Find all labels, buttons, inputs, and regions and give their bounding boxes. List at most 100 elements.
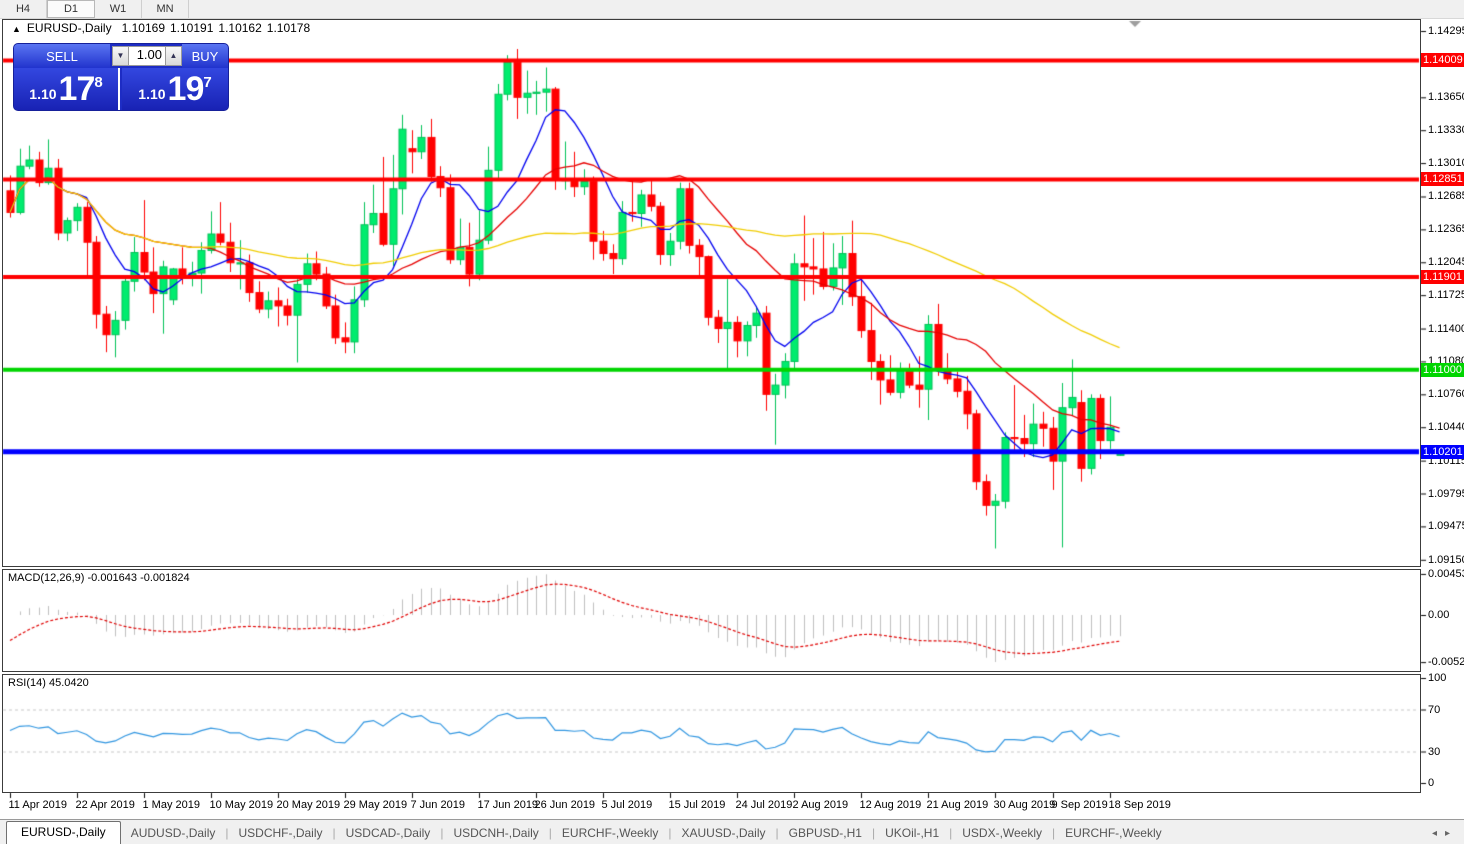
chart-tab-usdcad-daily[interactable]: USDCAD-,Daily	[345, 826, 431, 840]
date-label: 7 Jun 2019	[410, 799, 465, 811]
tab-separator: |	[949, 826, 953, 840]
buy-price-pips: 19	[167, 69, 205, 108]
one-click-trading-panel: SELL ▼ 1.00 ▲ BUY 1.10 17 8 1.10 19 7	[14, 44, 228, 110]
date-label: 18 Sep 2019	[1108, 799, 1171, 811]
price-tick-label: 1.12365	[1428, 223, 1464, 236]
date-label: 10 May 2019	[209, 799, 274, 811]
chart-tab-gbpusd-h1[interactable]: GBPUSD-,H1	[788, 826, 862, 840]
price-line-badge: 1.10201	[1421, 444, 1464, 459]
chart-tab-eurusd-daily[interactable]: EURUSD-,Daily	[6, 821, 121, 844]
chart-tab-strip: EURUSD-,Daily AUDUSD-,Daily | USDCHF-,Daily…	[0, 819, 1464, 844]
price-line-badge: 1.14009	[1421, 53, 1464, 68]
chart-tab-xauusd-daily[interactable]: XAUUSD-,Daily	[681, 826, 766, 840]
tab-scroll-right-icon: ▸	[1444, 828, 1458, 839]
low-value: 1.10162	[218, 21, 262, 35]
date-label: 15 Jul 2019	[668, 799, 726, 811]
date-label: 1 May 2019	[142, 799, 200, 811]
tab-scroll-arrows[interactable]: ◂▸	[1432, 828, 1458, 839]
lot-decrease-button[interactable]: ▼	[112, 46, 129, 66]
date-label: 24 Jul 2019	[735, 799, 793, 811]
rsi-tick-label: 100	[1428, 672, 1447, 684]
price-tick-label: 1.14295	[1428, 25, 1464, 38]
chart-tab-ukoil-h1[interactable]: UKOil-,H1	[885, 826, 940, 840]
timeframe-button-mn[interactable]: MN	[142, 0, 189, 18]
price-tick-label: 1.12685	[1428, 190, 1464, 203]
lot-increase-button[interactable]: ▲	[165, 46, 182, 66]
price-tick-label: 1.09150	[1428, 553, 1464, 566]
macd-pane[interactable]	[2, 569, 1421, 672]
sell-price-pips: 17	[58, 69, 96, 108]
price-tick-label: 1.13330	[1428, 124, 1464, 137]
symbol-period-label: EURUSD-,Daily	[26, 21, 112, 35]
timeframe-button-h4[interactable]: H4	[0, 0, 47, 18]
timeframe-button-w1[interactable]: W1	[95, 0, 142, 18]
sell-price-point: 8	[94, 73, 103, 91]
chart-tab-usdx-weekly[interactable]: USDX-,Weekly	[962, 826, 1043, 840]
tab-separator: |	[775, 826, 779, 840]
timeframe-button-d1[interactable]: D1	[47, 0, 95, 18]
buy-price-point: 7	[203, 73, 212, 91]
rsi-tick-label: 70	[1428, 703, 1441, 716]
chart-area[interactable]: ▲ EURUSD-,Daily 1.10169 1.10191 1.10162 1.101…	[0, 18, 1464, 819]
price-tick-label: 1.09795	[1428, 487, 1464, 500]
tab-separator: |	[440, 826, 444, 840]
price-tick-label: 1.12045	[1428, 256, 1464, 269]
price-tick-label: 1.13010	[1428, 157, 1464, 170]
tab-scroll-left-icon: ◂	[1431, 828, 1445, 839]
macd-tick-label: -0.005205	[1428, 656, 1464, 669]
buy-price-base: 1.10	[138, 86, 166, 102]
price-line-badge: 1.12851	[1421, 172, 1464, 187]
buy-button[interactable]: BUY	[182, 44, 228, 68]
macd-tick-label: 0.004536	[1428, 567, 1464, 580]
price-tick-label: 1.11725	[1428, 289, 1464, 302]
tab-separator: |	[225, 826, 229, 840]
rsi-label: RSI(14) 45.0420	[8, 677, 89, 689]
date-label: 20 May 2019	[276, 799, 341, 811]
macd-tick-label: 0.00	[1428, 609, 1450, 621]
price-tick-label: 1.10760	[1428, 388, 1464, 401]
chart-tab-audusd-daily[interactable]: AUDUSD-,Daily	[130, 826, 216, 840]
tab-separator: |	[332, 826, 336, 840]
date-label: 12 Aug 2019	[859, 799, 922, 811]
tab-separator: |	[871, 826, 876, 840]
rsi-pane[interactable]	[2, 674, 1421, 793]
tab-separator: |	[1052, 826, 1056, 840]
tab-separator: |	[548, 826, 552, 840]
date-label: 17 Jun 2019	[477, 799, 539, 811]
chart-tab-eurchf-weekly[interactable]: EURCHF-,Weekly	[561, 826, 659, 840]
rsi-tick-label: 30	[1428, 745, 1441, 758]
tab-separator: |	[668, 826, 672, 840]
price-tick-label: 1.13650	[1428, 91, 1464, 104]
macd-label: MACD(12,26,9) -0.001643 -0.001824	[8, 572, 190, 584]
date-label: 30 Aug 2019	[993, 799, 1056, 811]
chart-tab-eurchf-weekly[interactable]: EURCHF-,Weekly	[1065, 826, 1162, 840]
sell-price-button[interactable]: 1.10 17 8	[14, 68, 120, 110]
date-label: 9 Sep 2019	[1051, 799, 1108, 811]
close-value: 1.10178	[266, 21, 311, 35]
price-line-badge: 1.11901	[1421, 270, 1464, 285]
date-label: 2 Aug 2019	[792, 799, 849, 811]
sell-button[interactable]: SELL	[14, 44, 110, 68]
price-tick-label: 1.09475	[1428, 520, 1464, 533]
chart-tab-usdcnh-daily[interactable]: USDCNH-,Daily	[453, 826, 539, 840]
date-label: 11 Apr 2019	[8, 799, 68, 811]
price-axis[interactable]	[1421, 18, 1464, 819]
rsi-tick-label: 0	[1428, 777, 1435, 789]
date-label: 5 Jul 2019	[601, 799, 653, 811]
price-tick-label: 1.10440	[1428, 421, 1464, 434]
collapse-panel-icon[interactable]: ▲	[12, 24, 21, 34]
timeframe-toolbar: H4 D1 W1 MN	[0, 0, 1464, 19]
price-tick-label: 1.11400	[1428, 322, 1464, 335]
lot-size-input[interactable]: 1.00	[129, 46, 165, 66]
buy-price-button[interactable]: 1.10 19 7	[122, 68, 228, 110]
open-value: 1.10169	[121, 21, 165, 35]
chart-tab-usdchf-daily[interactable]: USDCHF-,Daily	[238, 826, 323, 840]
date-label: 22 Apr 2019	[75, 799, 135, 811]
date-label: 26 Jun 2019	[534, 799, 596, 811]
date-label: 21 Aug 2019	[926, 799, 989, 811]
price-line-badge: 1.11000	[1421, 362, 1464, 377]
sell-price-base: 1.10	[29, 86, 57, 102]
date-label: 29 May 2019	[343, 799, 408, 811]
high-value: 1.10191	[170, 21, 214, 35]
